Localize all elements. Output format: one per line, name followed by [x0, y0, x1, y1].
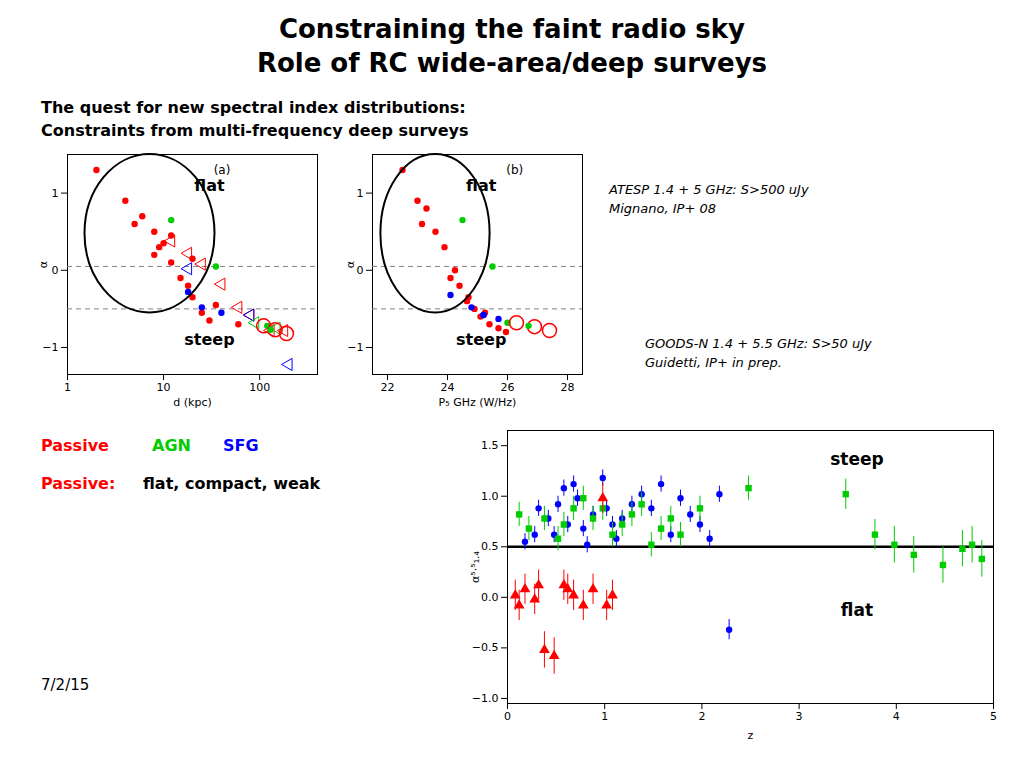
svg-text:28: 28 [561, 381, 575, 394]
svg-text:0.5: 0.5 [481, 540, 499, 553]
svg-text:flat: flat [841, 600, 873, 620]
svg-text:24: 24 [441, 381, 455, 394]
html-text:GOODS-N 1.4 + 5.5 GHz: S>50 uJ: GOODS-N 1.4 + 5.5 GHz: S>50 uJy [645, 336, 872, 351]
html-text:ATESP 1.4 + 5 GHz: S>500 uJy: ATESP 1.4 + 5 GHz: S>500 uJy [609, 182, 809, 197]
svg-text:P₅ GHz (W/Hz): P₅ GHz (W/Hz) [439, 396, 517, 409]
svg-text:d (kpc): d (kpc) [173, 396, 211, 409]
html-text:Passive:: Passive: [41, 474, 116, 493]
svg-text:4: 4 [893, 710, 900, 723]
svg-text:1: 1 [64, 381, 71, 394]
svg-text:steep: steep [184, 330, 234, 349]
svg-text:1.0: 1.0 [481, 490, 499, 503]
html-text:7/2/15: 7/2/15 [41, 676, 90, 694]
html-text:The quest for new spectral ind: The quest for new spectral index distrib… [41, 98, 466, 117]
svg-text:α: α [37, 261, 50, 268]
svg-text:0.0: 0.0 [481, 591, 499, 604]
html-text:SFG: SFG [223, 436, 259, 455]
svg-text:100: 100 [249, 381, 270, 394]
html-text:Constraining the faint radio s: Constraining the faint radio sky [278, 14, 746, 44]
svg-text:1: 1 [601, 710, 608, 723]
svg-text:z: z [748, 729, 754, 742]
svg-text:26: 26 [501, 381, 515, 394]
svg-text:steep: steep [456, 330, 506, 349]
svg-text:(a): (a) [214, 163, 231, 177]
svg-text:α: α [344, 261, 357, 268]
svg-text:flat: flat [466, 176, 497, 195]
svg-text:1: 1 [357, 187, 364, 200]
html-text:flat, compact, weak: flat, compact, weak [143, 474, 321, 493]
svg-text:5: 5 [990, 710, 997, 723]
svg-text:−1.0: −1.0 [472, 692, 499, 705]
svg-text:3: 3 [796, 710, 803, 723]
svg-text:steep: steep [830, 449, 883, 469]
html-text:Guidetti, IP+ in prep.: Guidetti, IP+ in prep. [645, 355, 782, 370]
html-text:Role of RC wide-area/deep surv: Role of RC wide-area/deep surveys [256, 48, 768, 78]
svg-text:0: 0 [357, 264, 364, 277]
svg-text:22: 22 [381, 381, 395, 394]
html-text:Passive: Passive [41, 436, 109, 455]
svg-text:0: 0 [504, 710, 511, 723]
svg-text:1: 1 [52, 187, 59, 200]
svg-text:2: 2 [698, 710, 705, 723]
svg-text:(b): (b) [506, 163, 523, 177]
html-text:Mignano, IP+ 08: Mignano, IP+ 08 [609, 201, 716, 216]
svg-text:1.5: 1.5 [481, 439, 499, 452]
svg-text:α⁵·⁵₁.₄: α⁵·⁵₁.₄ [469, 550, 482, 582]
svg-text:0: 0 [52, 264, 59, 277]
svg-text:−1: −1 [42, 341, 58, 354]
svg-text:10: 10 [157, 381, 171, 394]
svg-text:−1: −1 [347, 341, 363, 354]
html-text:Constraints from multi-frequen: Constraints from multi-frequency deep su… [41, 121, 469, 140]
html-text:AGN: AGN [152, 436, 191, 455]
svg-text:flat: flat [194, 176, 225, 195]
svg-text:−0.5: −0.5 [472, 641, 499, 654]
